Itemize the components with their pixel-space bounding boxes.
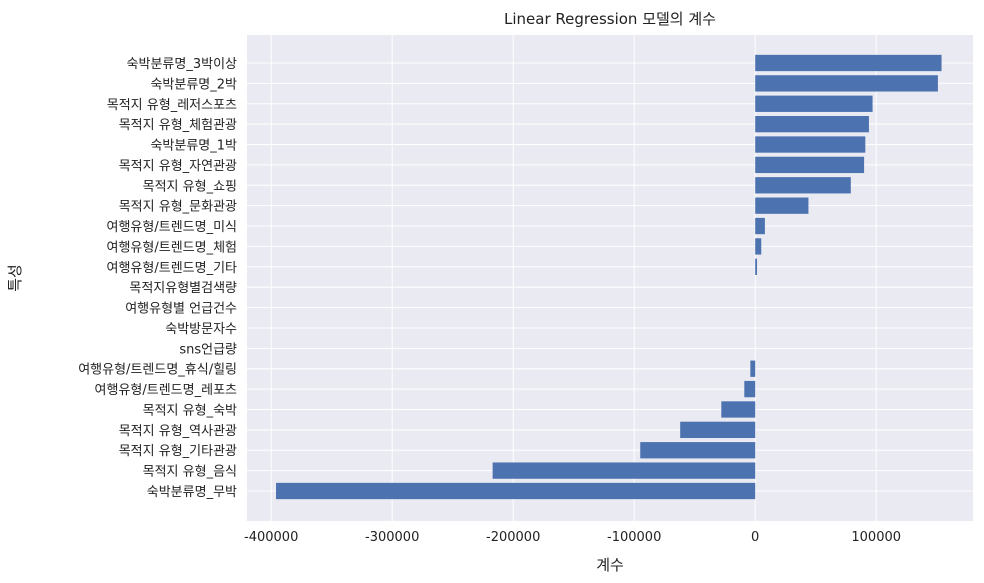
bar	[755, 258, 758, 275]
bar	[755, 54, 942, 72]
x-tick-label: 100000	[851, 530, 901, 545]
bar	[721, 401, 756, 418]
x-tick-label: -100000	[607, 530, 661, 545]
y-axis-label: 특성	[6, 264, 24, 292]
category-label: 목적지유형별검색량	[129, 281, 237, 296]
category-label: 숙박분류명_3박이상	[127, 57, 237, 72]
x-tick-labels: -400000 -300000 -200000 -100000 0 100000	[244, 530, 901, 545]
category-label: 여행유형/트렌드명_체험	[107, 239, 237, 255]
bar	[744, 380, 756, 398]
chart-title: Linear Regression 모델의 계수	[504, 10, 716, 28]
bar	[750, 360, 756, 377]
x-tick-label: 0	[751, 530, 759, 545]
category-label: 숙박분류명_1박	[150, 139, 237, 154]
bar	[755, 75, 938, 92]
bar	[755, 217, 765, 235]
bar	[755, 156, 865, 174]
bar	[755, 95, 873, 112]
bar	[755, 115, 869, 133]
category-label: 목적지 유형_기타관광	[119, 444, 237, 459]
category-label: 목적지 유형_체험관광	[119, 118, 237, 133]
category-label: 목적지 유형_역사관광	[119, 424, 237, 439]
category-label: 목적지 유형_자연관광	[119, 159, 237, 174]
bar	[755, 177, 851, 194]
category-label: 숙박방문자수	[165, 322, 237, 337]
category-label: 여행유형/트렌드명_레포츠	[95, 382, 237, 398]
x-tick-label: -200000	[486, 530, 540, 545]
bar	[492, 462, 756, 479]
bar	[680, 421, 756, 439]
category-label: 목적지 유형_레저스포츠	[107, 98, 237, 113]
category-label: 숙박분류명_2박	[150, 77, 237, 92]
x-tick-label: -300000	[365, 530, 419, 545]
category-label: 여행유형별 언급건수	[125, 301, 237, 317]
bar	[755, 136, 866, 153]
bar	[755, 197, 809, 214]
category-label: 목적지 유형_음식	[143, 465, 237, 480]
category-label: 여행유형/트렌드명_미식	[107, 219, 237, 235]
x-axis-label: 계수	[596, 556, 624, 574]
bar	[755, 238, 762, 255]
x-tick-label: -400000	[244, 530, 298, 545]
category-label: 숙박분류명_무박	[147, 485, 237, 500]
category-label: sns언급량	[179, 342, 237, 357]
bar	[640, 442, 756, 459]
category-label: 여행유형/트렌드명_휴식/힐링	[78, 362, 237, 378]
bars	[276, 54, 942, 500]
category-label: 목적지 유형_문화관광	[119, 200, 237, 215]
category-label: 목적지 유형_쇼핑	[143, 179, 237, 194]
category-label: 여행유형/트렌드명_기타	[107, 260, 238, 276]
category-label: 목적지 유형_숙박	[143, 403, 237, 418]
bar	[276, 482, 756, 500]
